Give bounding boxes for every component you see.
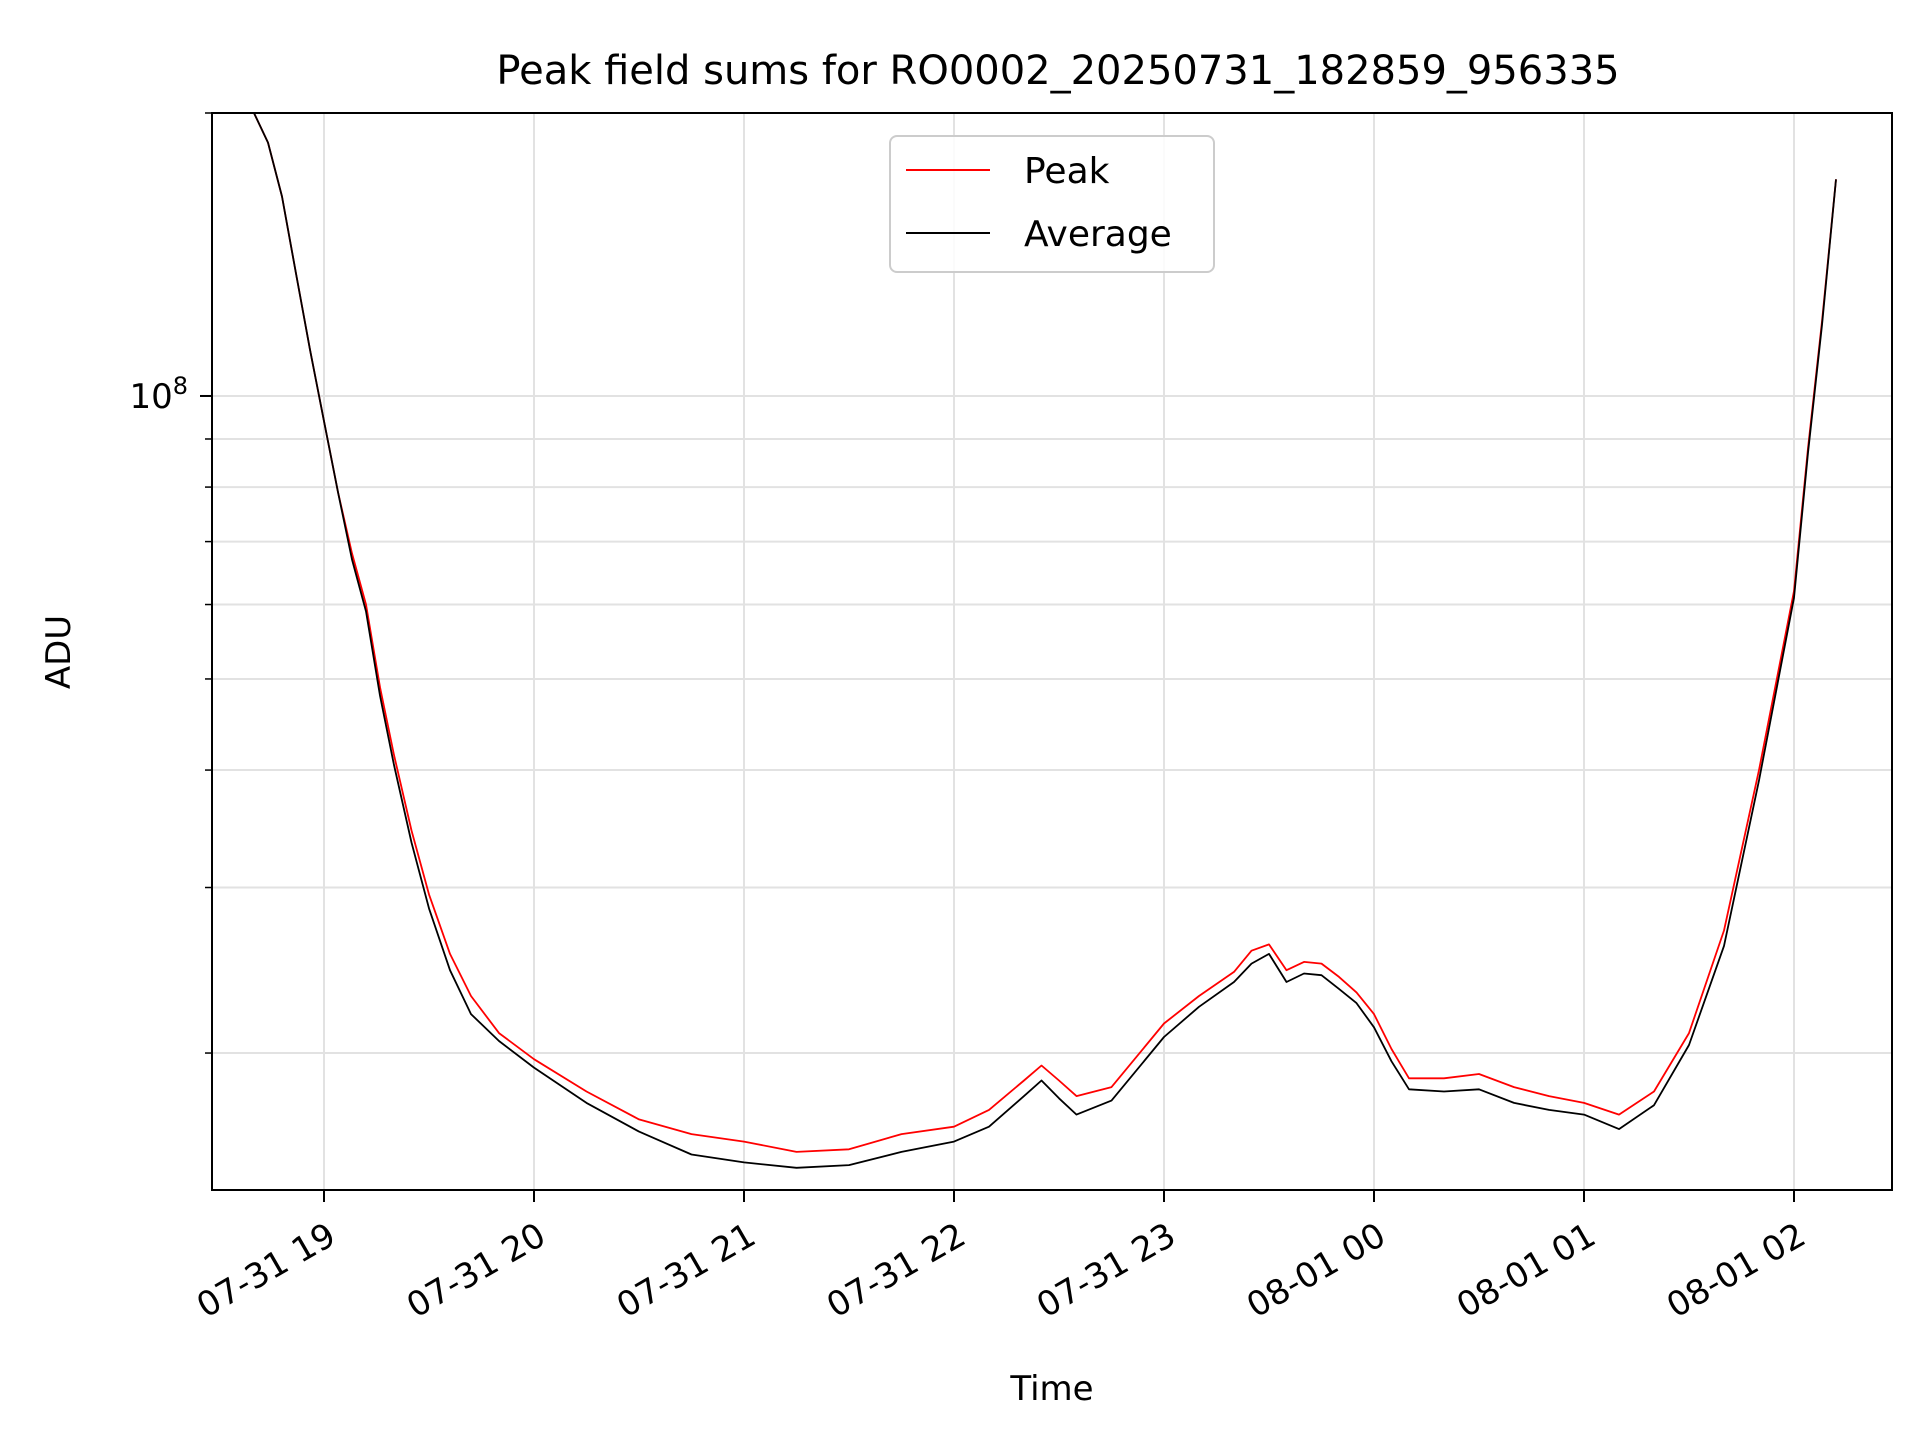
legend-label-peak: Peak	[1024, 151, 1110, 192]
x-tick-label: 07-31 21	[610, 1215, 762, 1326]
series-line-average	[253, 113, 1837, 1169]
legend: Peak Average	[889, 135, 1215, 273]
grid	[212, 112, 1892, 1190]
x-tick-label: 07-31 22	[820, 1215, 972, 1326]
x-tick-label: 07-31 23	[1030, 1215, 1182, 1326]
series-line-peak	[253, 113, 1837, 1153]
series-layer	[253, 113, 1837, 1169]
plot-frame	[211, 112, 1893, 1191]
x-axis-label: Time	[1009, 1369, 1093, 1409]
axis-ticks: 07-31 19 07-31 20 07-31 21 07-31 22 07-31 23…	[129, 112, 1813, 1326]
chart-title: Peak field sums for RO0002_20250731_1828…	[496, 48, 1619, 94]
y-axis-label: ADU	[39, 615, 79, 689]
x-tick-label: 08-01 00	[1240, 1215, 1392, 1326]
y-tick-label: 108	[129, 372, 188, 417]
x-tick-label: 08-01 01	[1450, 1215, 1602, 1326]
x-tick-label: 08-01 02	[1660, 1215, 1812, 1326]
legend-label-average: Average	[1024, 214, 1172, 255]
x-tick-label: 07-31 20	[400, 1215, 552, 1326]
x-tick-label: 07-31 19	[190, 1215, 342, 1326]
